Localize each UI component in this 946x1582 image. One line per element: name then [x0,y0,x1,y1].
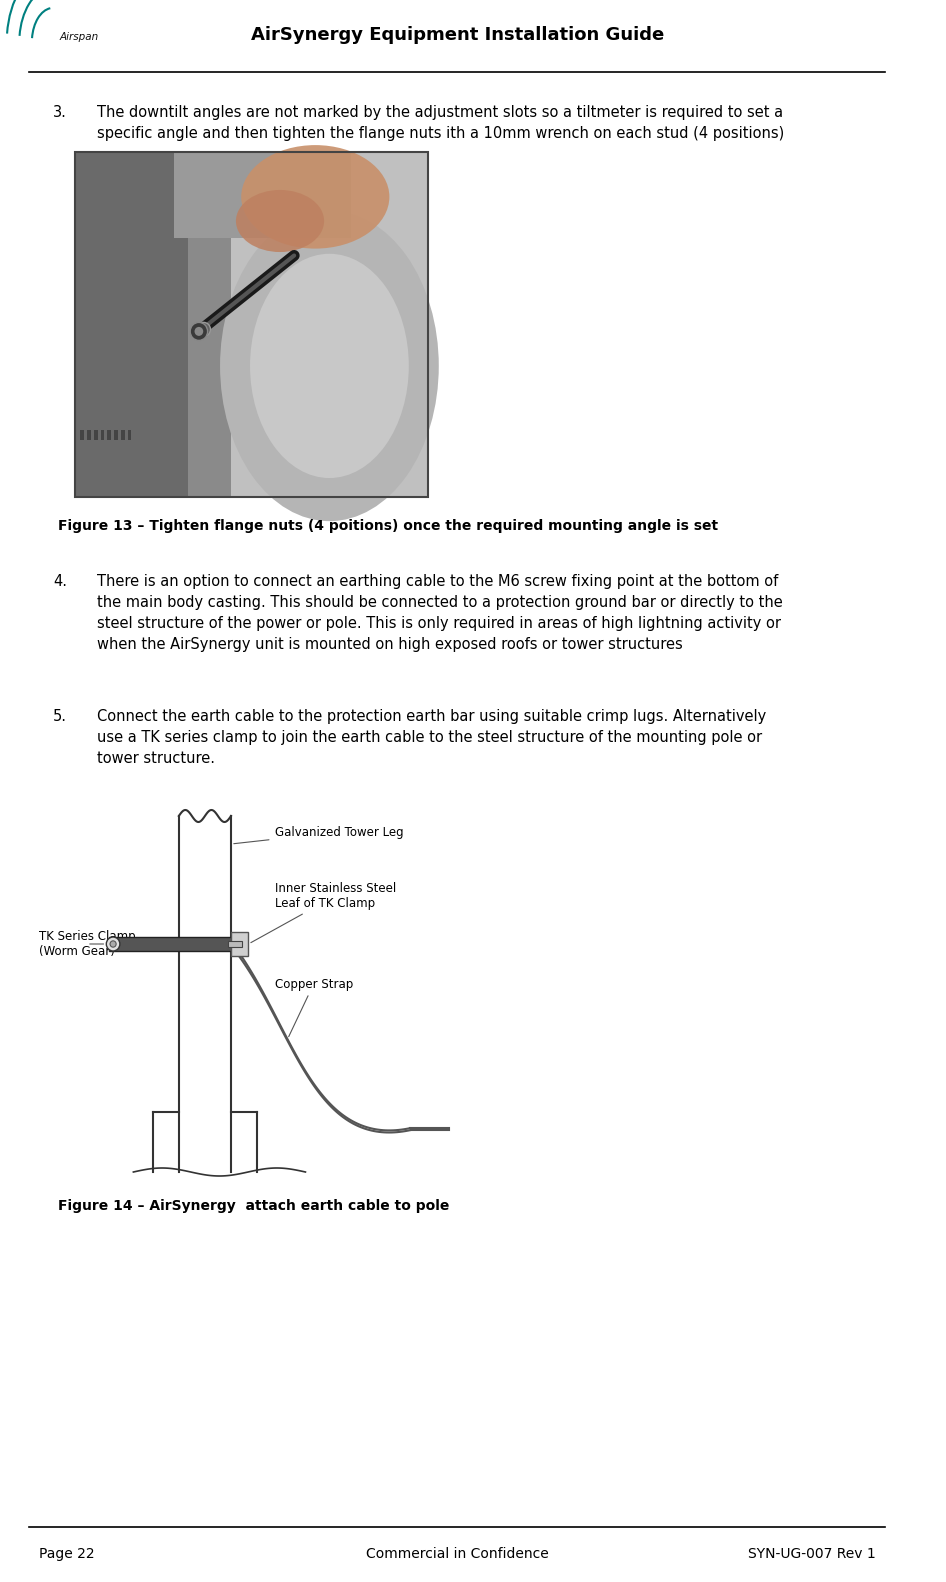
Bar [100,430,104,440]
Bar [80,430,84,440]
Text: Copper Strap: Copper Strap [274,978,353,1036]
Circle shape [190,323,207,340]
Bar [231,932,249,956]
Bar [114,430,118,440]
Text: 5.: 5. [53,709,67,725]
Bar [94,430,97,440]
Circle shape [106,937,120,951]
Text: Inner Stainless Steel
Leaf of TK Clamp: Inner Stainless Steel Leaf of TK Clamp [251,883,395,943]
Text: There is an option to connect an earthing cable to the M6 screw fixing point at : There is an option to connect an earthin… [96,574,782,652]
Ellipse shape [250,253,409,478]
Text: 4.: 4. [53,574,67,589]
Bar [174,152,351,239]
Text: Airspan: Airspan [60,32,99,43]
Text: Commercial in Confidence: Commercial in Confidence [366,1547,549,1561]
Text: Figure 13 – Tighten flange nuts (4 poitions) once the required mounting angle is: Figure 13 – Tighten flange nuts (4 poiti… [58,519,718,533]
Ellipse shape [220,210,439,520]
Circle shape [195,327,203,335]
Text: The downtilt angles are not marked by the adjustment slots so a tiltmeter is req: The downtilt angles are not marked by th… [96,104,784,141]
Text: Page 22: Page 22 [39,1547,95,1561]
Text: 3.: 3. [53,104,67,120]
Bar [188,152,231,497]
Ellipse shape [241,146,390,248]
Text: Figure 14 – AirSynergy  attach earth cable to pole: Figure 14 – AirSynergy attach earth cabl… [58,1199,449,1213]
Bar [109,937,244,951]
Ellipse shape [236,190,324,252]
Text: AirSynergy Equipment Installation Guide: AirSynergy Equipment Installation Guide [251,25,664,44]
Bar [107,430,112,440]
Bar [228,941,241,948]
Circle shape [197,323,210,337]
Circle shape [110,941,116,948]
Text: Galvanized Tower Leg: Galvanized Tower Leg [234,826,403,843]
Bar [76,152,429,497]
Text: TK Series Clamp
(Worm Gear): TK Series Clamp (Worm Gear) [39,930,135,959]
Bar [121,430,125,440]
Bar [87,430,91,440]
Text: Connect the earth cable to the protection earth bar using suitable crimp lugs. A: Connect the earth cable to the protectio… [96,709,766,766]
Bar [76,152,188,497]
Text: SYN-UG-007 Rev 1: SYN-UG-007 Rev 1 [748,1547,876,1561]
Bar [128,430,131,440]
Bar [76,152,429,497]
